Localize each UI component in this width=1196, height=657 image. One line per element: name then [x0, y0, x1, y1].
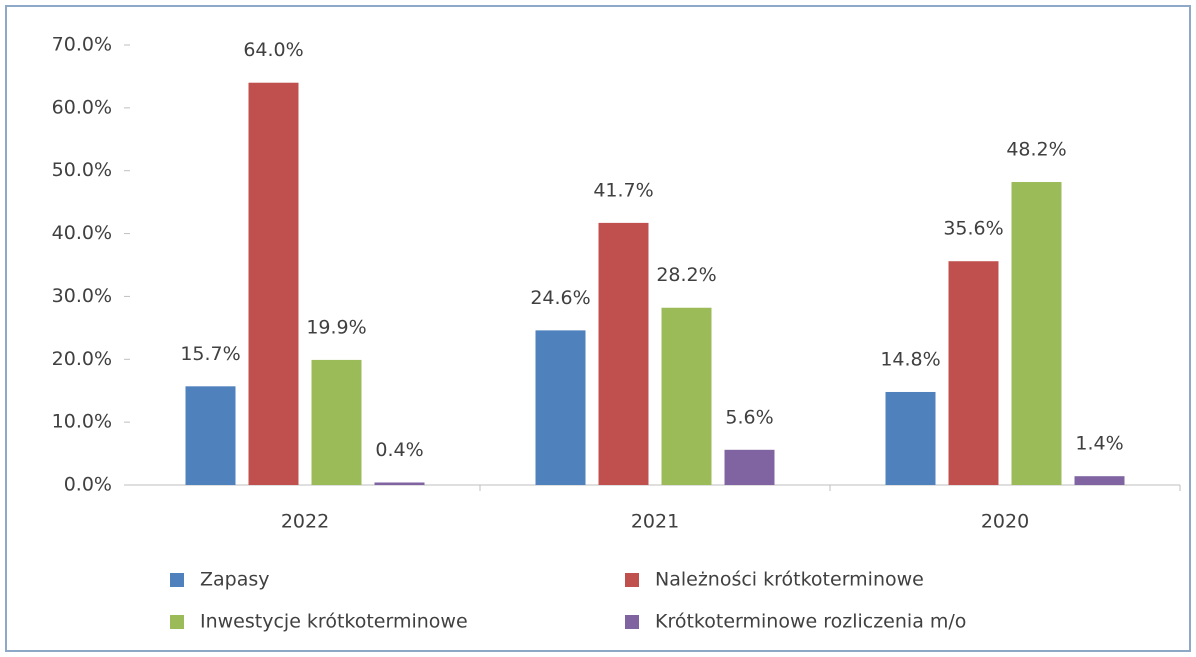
x-tick-label: 2020 [981, 511, 1029, 533]
y-tick-label: 20.0% [52, 348, 112, 370]
y-tick-label: 0.0% [64, 474, 112, 496]
x-tick-label: 2021 [631, 511, 679, 533]
legend-label: Należności krótkoterminowe [655, 569, 924, 591]
y-tick-label: 30.0% [52, 285, 112, 307]
bar [374, 482, 425, 485]
bar [948, 261, 999, 485]
legend-swatch [170, 573, 184, 587]
bar [885, 391, 936, 485]
value-label: 19.9% [306, 316, 366, 338]
value-label: 24.6% [530, 287, 590, 309]
y-tick-label: 40.0% [52, 222, 112, 244]
value-label: 28.2% [656, 264, 716, 286]
bar [724, 449, 775, 485]
value-label: 41.7% [593, 179, 653, 201]
bar [535, 330, 586, 485]
bar [1074, 476, 1125, 485]
value-label: 35.6% [943, 218, 1003, 240]
value-label: 0.4% [375, 439, 423, 461]
y-tick-label: 10.0% [52, 411, 112, 433]
y-tick-label: 50.0% [52, 159, 112, 181]
y-tick-label: 60.0% [52, 96, 112, 118]
value-label: 48.2% [1006, 139, 1066, 161]
legend-label: Zapasy [200, 569, 270, 591]
value-label: 64.0% [243, 39, 303, 61]
value-label: 5.6% [725, 406, 773, 428]
legend-swatch [625, 615, 639, 629]
legend-label: Inwestycje krótkoterminowe [200, 611, 468, 633]
bar [311, 359, 362, 485]
legend-swatch [625, 573, 639, 587]
bar [248, 82, 299, 485]
bar [1011, 182, 1062, 485]
value-label: 14.8% [880, 348, 940, 370]
legend-swatch [170, 615, 184, 629]
bar [661, 307, 712, 485]
y-tick-label: 70.0% [52, 34, 112, 56]
bar [185, 386, 236, 485]
value-label: 15.7% [180, 343, 240, 365]
value-label: 1.4% [1075, 433, 1123, 455]
legend-label: Krótkoterminowe rozliczenia m/o [655, 611, 966, 633]
x-tick-label: 2022 [281, 511, 329, 533]
bar [598, 222, 649, 485]
